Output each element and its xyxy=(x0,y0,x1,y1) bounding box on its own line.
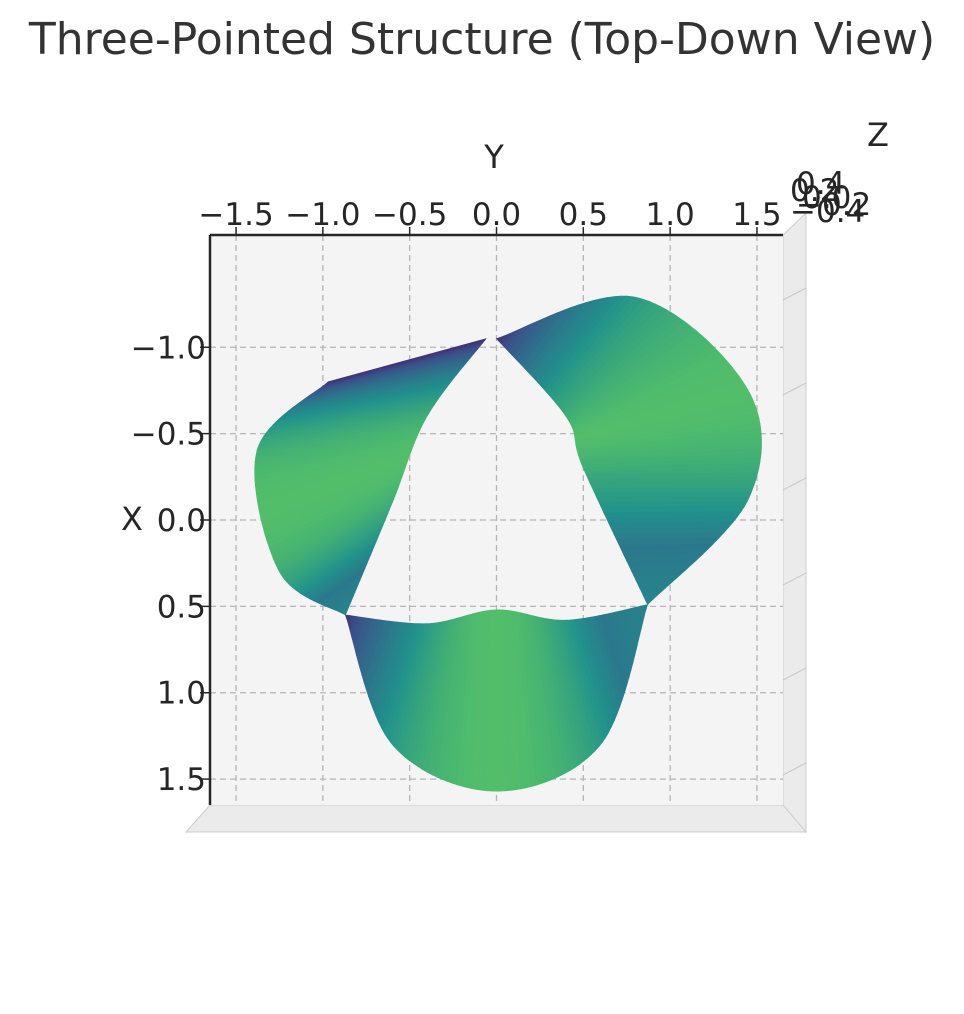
lobe-left xyxy=(254,338,487,616)
surface-strip xyxy=(591,486,754,493)
lobe-right xyxy=(495,295,762,606)
x-tick-label: 1.5 xyxy=(157,762,206,798)
pane-grid-line xyxy=(782,667,807,681)
x-axis-label: X xyxy=(121,500,143,538)
bottom-pane xyxy=(184,804,808,833)
surface-strip xyxy=(593,491,752,498)
y-tick-label: −1.5 xyxy=(198,197,273,233)
z-tick-label: 0.2 xyxy=(790,173,839,209)
y-tick-label: −1.0 xyxy=(285,197,360,233)
y-tick-label: 1.0 xyxy=(645,197,694,233)
surface-strip xyxy=(589,482,756,488)
chart-title: Three-Pointed Structure (Top-Down View) xyxy=(28,14,935,65)
x-tick-label: −0.5 xyxy=(131,417,206,453)
pane-grid-line xyxy=(782,287,807,301)
side-pane xyxy=(782,211,807,834)
tick-marks xyxy=(200,227,758,780)
y-tick-label: 1.5 xyxy=(732,197,781,233)
pane-grid-line xyxy=(782,382,807,396)
y-axis-label: Y xyxy=(483,138,504,176)
surface-strip xyxy=(595,496,750,503)
y-tick-label: 0.5 xyxy=(559,197,608,233)
lobe-bottom xyxy=(344,604,649,792)
surface-strip xyxy=(639,588,666,593)
y-tick-label: −0.5 xyxy=(372,197,447,233)
z-tick-label: 0.0 xyxy=(802,180,851,216)
pane-grid-line xyxy=(782,762,807,776)
surface-strip xyxy=(645,604,649,610)
x-tick-label: 0.0 xyxy=(157,503,206,539)
x-tick-label: 0.5 xyxy=(157,589,206,625)
x-tick-label: 1.0 xyxy=(157,676,206,712)
z-axis-label: Z xyxy=(867,116,889,154)
surface-strip xyxy=(645,601,651,606)
x-tick-label: −1.0 xyxy=(131,330,206,366)
pane-grid-line xyxy=(782,477,807,491)
surface-lobes xyxy=(254,295,762,792)
surface-strip xyxy=(598,501,748,508)
surface-strip xyxy=(343,612,347,616)
z-tick-label: −0.2 xyxy=(796,187,871,223)
y-tick-label: 0.0 xyxy=(472,197,521,233)
pane-grid-line xyxy=(782,572,807,586)
z-tick-label: 0.4 xyxy=(796,166,845,202)
z-tick-label: −0.4 xyxy=(790,194,865,230)
